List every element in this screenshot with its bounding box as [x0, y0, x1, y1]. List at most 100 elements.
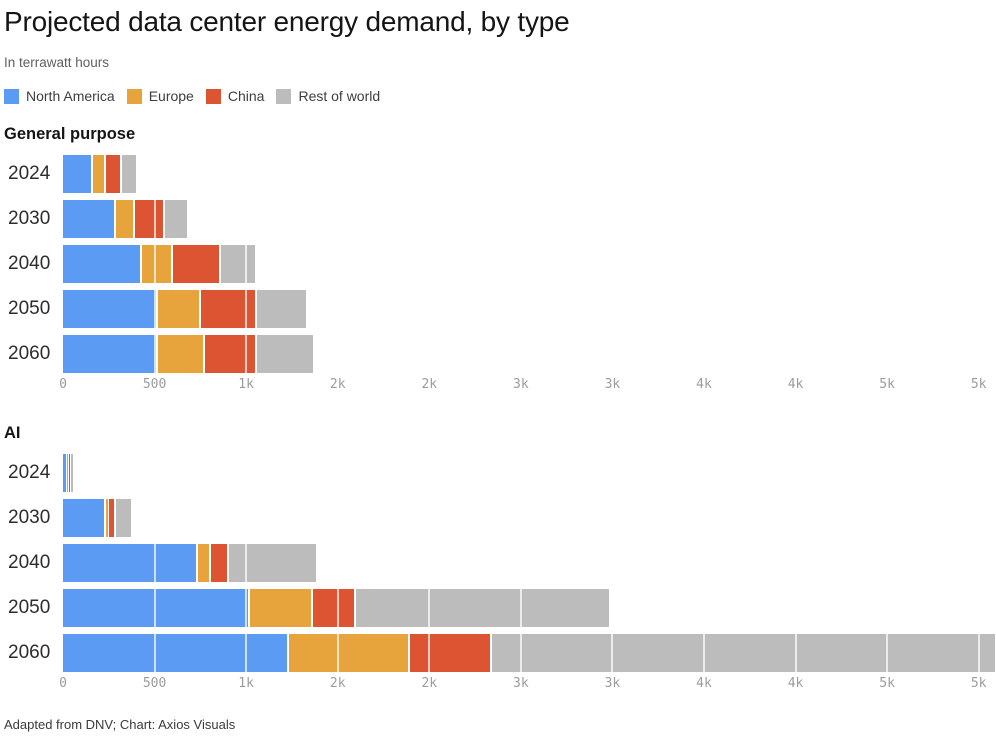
axis-tick-label: 500 — [143, 676, 166, 691]
year-label: 2060 — [4, 642, 63, 664]
axis-tick-label: 2k — [330, 676, 346, 691]
axis-tick-label: 0 — [59, 676, 67, 691]
stacked-bar-2030 — [63, 499, 131, 537]
stacked-bar-2024 — [63, 454, 74, 492]
bar-row-2050: 2050 — [4, 286, 996, 331]
legend-label: Europe — [149, 88, 194, 104]
page-title: Projected data center energy demand, by … — [4, 6, 996, 38]
year-label: 2040 — [4, 552, 63, 574]
bar-segment-europe — [250, 589, 313, 627]
axis-tick-label: 5k — [879, 377, 895, 392]
bar-segment-rest-of-world — [356, 589, 609, 627]
bar-segment-rest-of-world — [165, 200, 187, 238]
bar-segment-north-america — [63, 634, 289, 672]
stacked-bar-2040 — [63, 245, 255, 283]
axis-tick-label: 4k — [788, 377, 804, 392]
year-label: 2050 — [4, 597, 63, 619]
bar-segment-rest-of-world — [116, 499, 132, 537]
legend-swatch-china — [206, 89, 221, 104]
stacked-bar-2030 — [63, 200, 187, 238]
bar-row-2024: 2024 — [4, 151, 996, 196]
chart-card: Projected data center energy demand, by … — [0, 6, 996, 732]
axis-tick-label: 500 — [143, 377, 166, 392]
legend-item-china: China — [206, 88, 265, 104]
bar-row-2030: 2030 — [4, 196, 996, 241]
bar-segment-china — [135, 200, 164, 238]
source-credit: Adapted from DNV; Chart: Axios Visuals — [4, 717, 996, 732]
bar-segment-europe — [289, 634, 410, 672]
axis-tick-label: 5k — [971, 377, 987, 392]
bar-row-2040: 2040 — [4, 540, 996, 585]
legend-swatch-europe — [127, 89, 142, 104]
bar-segment-north-america — [63, 544, 198, 582]
bar-segment-europe — [158, 335, 205, 373]
axis-tick-label: 4k — [696, 676, 712, 691]
section-title-general-purpose: General purpose — [4, 125, 996, 144]
year-label: 2030 — [4, 507, 63, 529]
bar-segment-europe — [142, 245, 173, 283]
year-label: 2024 — [4, 462, 63, 484]
bar-row-2040: 2040 — [4, 241, 996, 286]
axis-tick-label: 4k — [696, 377, 712, 392]
bar-segment-rest-of-world — [122, 155, 137, 193]
year-label: 2050 — [4, 298, 63, 320]
legend-item-north-america: North America — [4, 88, 115, 104]
legend-swatch-north-america — [4, 89, 19, 104]
bar-segment-north-america — [63, 454, 66, 492]
bar-segment-china — [173, 245, 222, 283]
stacked-bar-2024 — [63, 155, 136, 193]
chart-general-purpose: General purpose 2024 2030 2040 2050 2060 0 50… — [4, 125, 996, 394]
bar-segment-china — [69, 454, 70, 492]
bar-row-2050: 2050 — [4, 585, 996, 630]
bar-segment-europe — [106, 499, 108, 537]
axis-tick-label: 5k — [971, 676, 987, 691]
bar-segment-rest-of-world — [257, 335, 313, 373]
legend-label: Rest of world — [298, 88, 380, 104]
legend-swatch-rest-of-world — [276, 89, 291, 104]
axis-tick-label: 3k — [605, 377, 621, 392]
bar-segment-europe — [93, 155, 106, 193]
bar-segment-europe — [198, 544, 212, 582]
bar-segment-north-america — [63, 200, 116, 238]
bar-segment-north-america — [63, 245, 142, 283]
axis-tick-label: 1k — [238, 377, 254, 392]
legend-item-rest-of-world: Rest of world — [276, 88, 380, 104]
bar-segment-rest-of-world — [492, 634, 996, 672]
bar-segment-china — [201, 290, 257, 328]
stacked-bar-2060 — [63, 634, 995, 672]
axis-tick-label: 2k — [330, 377, 346, 392]
axis-tick-label: 3k — [513, 377, 529, 392]
chart-subtitle: In terrawatt hours — [4, 55, 996, 70]
plot-area-ai: 2024 2030 2040 2050 2060 — [4, 450, 996, 675]
axis-tick-label: 3k — [513, 676, 529, 691]
bar-segment-china — [410, 634, 492, 672]
bar-segment-china — [106, 155, 122, 193]
bar-segment-china — [313, 589, 356, 627]
bar-segment-rest-of-world — [71, 454, 73, 492]
stacked-bar-2060 — [63, 335, 313, 373]
axis-tick-label: 3k — [605, 676, 621, 691]
year-label: 2030 — [4, 208, 63, 230]
stacked-bar-2050 — [63, 589, 609, 627]
bar-segment-rest-of-world — [229, 544, 316, 582]
bar-segment-rest-of-world — [257, 290, 306, 328]
year-label: 2024 — [4, 163, 63, 185]
bar-segment-north-america — [63, 155, 93, 193]
year-label: 2060 — [4, 343, 63, 365]
stacked-bar-2040 — [63, 544, 316, 582]
bar-segment-north-america — [63, 589, 250, 627]
bar-segment-china — [205, 335, 257, 373]
stacked-bar-2050 — [63, 290, 306, 328]
axis-tick-label: 2k — [421, 676, 437, 691]
axis-tick-label: 5k — [879, 676, 895, 691]
bar-segment-north-america — [63, 499, 106, 537]
bar-segment-north-america — [63, 335, 158, 373]
axis-tick-label: 0 — [59, 377, 67, 392]
bar-segment-north-america — [63, 290, 158, 328]
bar-segment-europe — [116, 200, 135, 238]
legend-label: China — [228, 88, 265, 104]
legend-item-europe: Europe — [127, 88, 194, 104]
section-title-ai: AI — [4, 424, 996, 443]
